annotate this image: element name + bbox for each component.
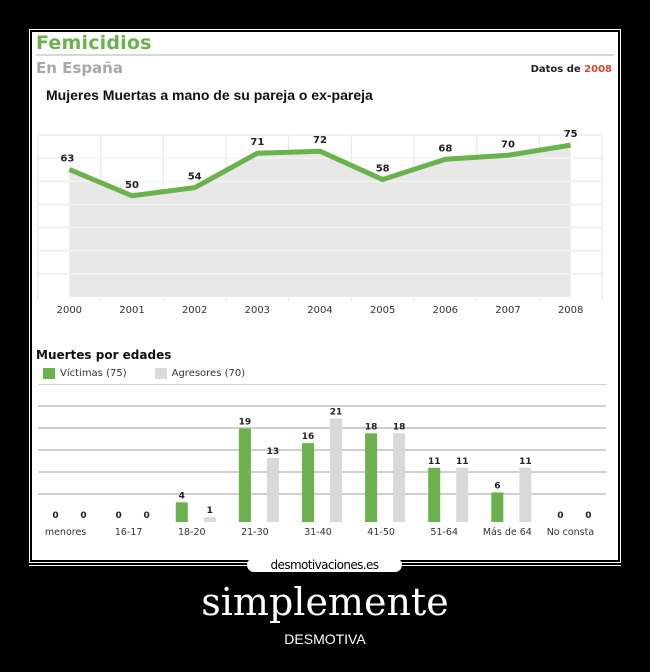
watermark-text: desmotivaciones.es bbox=[247, 558, 402, 572]
watermark-line-left bbox=[29, 565, 249, 566]
x-tick-label: 2002 bbox=[182, 305, 207, 316]
data-label: 63 bbox=[60, 153, 74, 164]
bar-value-label: 21 bbox=[330, 408, 343, 418]
bar-victimas bbox=[491, 492, 504, 522]
data-label: 68 bbox=[438, 143, 452, 154]
bar-chart-title: Muertes por edades bbox=[36, 348, 172, 362]
bar-value-label: 11 bbox=[428, 457, 441, 467]
x-tick-label: 21-30 bbox=[241, 527, 269, 538]
bar-value-label: 0 bbox=[116, 511, 122, 521]
bar-agresores bbox=[393, 433, 406, 522]
legend-swatch-gray bbox=[154, 368, 167, 379]
line-chart-title: Mujeres Muertas a mano de su pareja o ex… bbox=[46, 87, 373, 103]
bar-value-label: 0 bbox=[585, 511, 591, 521]
bar-agresores bbox=[203, 517, 216, 522]
x-tick-label: 2003 bbox=[245, 305, 270, 316]
infographic-title: Femicidios bbox=[36, 32, 152, 54]
x-tick-label: 2005 bbox=[370, 305, 395, 316]
data-label: 54 bbox=[188, 172, 202, 183]
bar-value-label: 11 bbox=[456, 457, 469, 467]
data-line bbox=[68, 142, 572, 199]
legend-label-agresores: Agresores (70) bbox=[171, 368, 246, 379]
x-tick-label: 18-20 bbox=[178, 527, 206, 538]
x-tick-label: 2001 bbox=[119, 305, 144, 316]
watermark-line-right bbox=[400, 565, 621, 566]
legend-victimas: Víctimas (75) bbox=[43, 368, 127, 379]
bar-value-label: 18 bbox=[365, 422, 378, 432]
bar-value-label: 4 bbox=[179, 491, 185, 501]
x-tick-label: 31-40 bbox=[304, 527, 332, 538]
data-label: 50 bbox=[125, 180, 139, 191]
bar-agresores bbox=[266, 457, 279, 522]
bar-value-label: 18 bbox=[393, 422, 406, 432]
infographic-panel: Femicidios En España Datos de 2008 Mujer… bbox=[32, 32, 618, 560]
bar-agresores bbox=[519, 467, 532, 522]
bar-victimas bbox=[175, 502, 188, 522]
bar-value-label: 0 bbox=[52, 511, 58, 521]
legend-swatch-green bbox=[43, 368, 55, 379]
bar-victimas bbox=[302, 443, 314, 522]
infographic-subtitle: En España bbox=[36, 59, 123, 77]
source-year: 2008 bbox=[584, 64, 612, 75]
bar-value-label: 0 bbox=[557, 511, 563, 521]
data-label: 71 bbox=[250, 137, 264, 148]
bar-value-label: 6 bbox=[494, 481, 500, 491]
bar-agresores bbox=[456, 467, 469, 522]
bar-value-label: 19 bbox=[239, 417, 252, 427]
bar-value-label: 0 bbox=[144, 511, 150, 521]
bar-value-label: 11 bbox=[519, 457, 532, 467]
bar-victimas bbox=[238, 428, 251, 522]
title-divider bbox=[36, 54, 614, 56]
bar-victimas bbox=[428, 467, 441, 522]
x-tick-label: 2000 bbox=[57, 305, 82, 316]
legend-agresores: Agresores (70) bbox=[154, 368, 246, 379]
bar-value-label: 16 bbox=[302, 432, 315, 442]
x-tick-label: menores bbox=[45, 527, 86, 538]
poster-caption: simplemente bbox=[201, 580, 449, 624]
x-tick-label: 41-50 bbox=[367, 527, 395, 538]
bar-value-label: 1 bbox=[207, 506, 213, 516]
source-prefix: Datos de bbox=[530, 64, 581, 75]
line-chart: 63 2000 50 2001 54 2002 71 2003 72 2004 58 2005 68 20… bbox=[37, 129, 603, 316]
x-tick-label: 51-64 bbox=[430, 527, 458, 538]
x-tick-label: No consta bbox=[547, 527, 595, 538]
data-label: 72 bbox=[313, 135, 327, 146]
source-note: Datos de 2008 bbox=[531, 64, 612, 75]
x-tick-label: 2006 bbox=[433, 305, 458, 316]
watermark-band: desmotivaciones.es bbox=[0, 558, 650, 572]
bar-value-label: 0 bbox=[80, 511, 86, 521]
x-tick-label: 16-17 bbox=[115, 527, 143, 538]
data-label: 75 bbox=[564, 129, 578, 140]
data-label: 70 bbox=[501, 139, 515, 150]
x-tick-label: 2007 bbox=[495, 305, 520, 316]
x-tick-label: 2008 bbox=[558, 305, 583, 316]
bar-agresores bbox=[330, 418, 342, 522]
legend-label-victimas: Víctimas (75) bbox=[60, 368, 127, 379]
line-area-fill bbox=[69, 145, 571, 297]
x-tick-label: Más de 64 bbox=[483, 527, 532, 538]
bar-victimas bbox=[365, 433, 378, 522]
data-label: 58 bbox=[376, 164, 390, 175]
x-tick-label: 2004 bbox=[307, 305, 332, 316]
bar-chart-legend: Víctimas (75) Agresores (70) bbox=[43, 368, 245, 379]
poster-subcaption: DESMOTIVA bbox=[284, 631, 366, 647]
bar-value-label: 13 bbox=[267, 447, 280, 457]
